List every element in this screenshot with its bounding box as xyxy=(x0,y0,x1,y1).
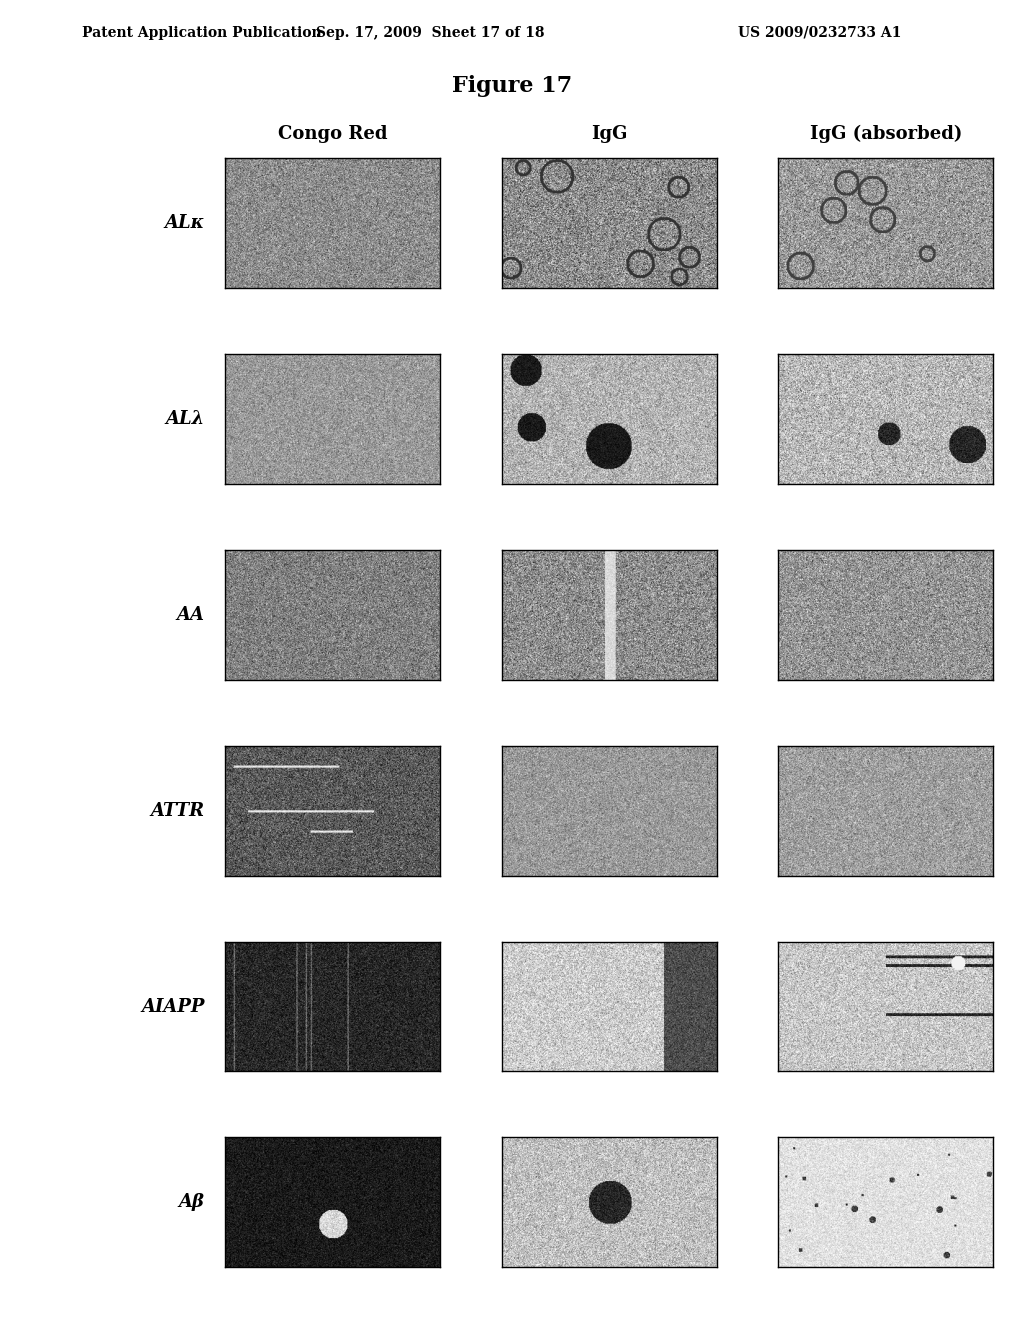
Text: Patent Application Publication: Patent Application Publication xyxy=(82,26,322,40)
Text: Congo Red: Congo Red xyxy=(279,124,387,143)
Text: ATTR: ATTR xyxy=(151,801,205,820)
Text: ALλ: ALλ xyxy=(166,411,205,428)
Text: Figure 17: Figure 17 xyxy=(452,75,572,96)
Text: IgG: IgG xyxy=(591,124,628,143)
Text: ALκ: ALκ xyxy=(165,214,205,232)
Text: AA: AA xyxy=(177,606,205,624)
Text: US 2009/0232733 A1: US 2009/0232733 A1 xyxy=(737,26,901,40)
Text: Sep. 17, 2009  Sheet 17 of 18: Sep. 17, 2009 Sheet 17 of 18 xyxy=(315,26,545,40)
Text: Aβ: Aβ xyxy=(179,1193,205,1212)
Text: AIAPP: AIAPP xyxy=(141,998,205,1015)
Text: IgG (absorbed): IgG (absorbed) xyxy=(810,124,962,143)
